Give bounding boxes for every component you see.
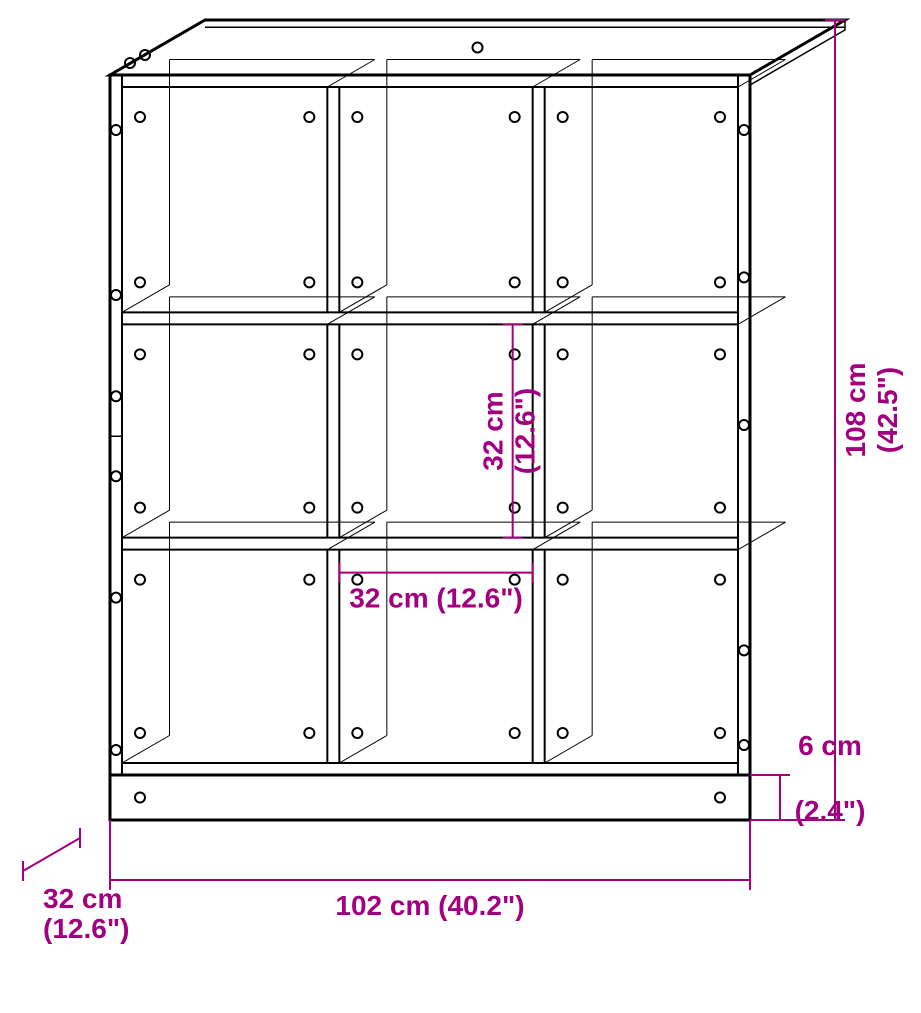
dim-base-height-cm: 6 cm [798, 730, 862, 761]
dim-total-height-cm: 108 cm [840, 363, 871, 458]
dim-cube-height-in: (12.6") [510, 388, 541, 474]
dimension-diagram: 108 cm(42.5")102 cm (40.2")32 cm(12.6")3… [0, 0, 921, 1013]
dim-cube-width: 32 cm (12.6") [349, 583, 523, 614]
dim-cube-height-cm: 32 cm [478, 391, 509, 470]
dim-total-width: 102 cm (40.2") [335, 890, 524, 921]
dim-depth-cm: 32 cm [43, 883, 122, 914]
dim-depth-in: (12.6") [43, 913, 129, 944]
dim-base-height-in: (2.4") [795, 795, 866, 826]
dim-total-height-in: (42.5") [872, 367, 903, 453]
